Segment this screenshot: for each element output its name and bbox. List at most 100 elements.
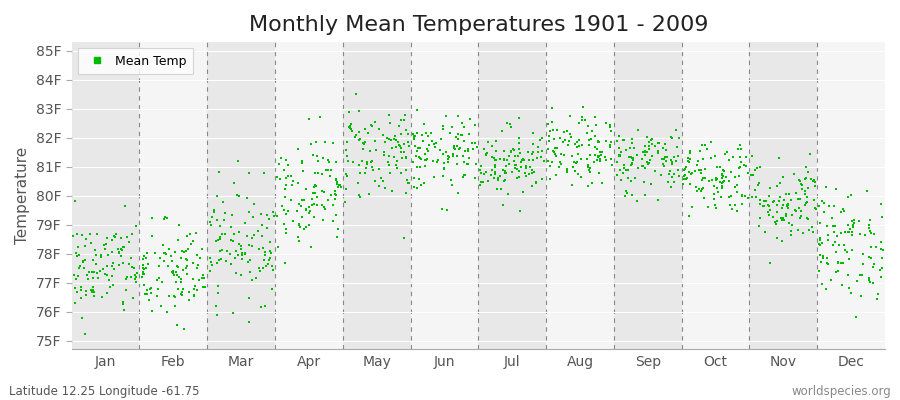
Point bbox=[557, 137, 572, 143]
Point bbox=[281, 208, 295, 214]
Point bbox=[790, 226, 805, 233]
Point bbox=[148, 250, 162, 257]
Point bbox=[564, 153, 579, 159]
Point bbox=[826, 242, 841, 249]
Point bbox=[661, 179, 675, 185]
Point bbox=[525, 167, 539, 173]
Point bbox=[434, 136, 448, 142]
Point bbox=[140, 250, 154, 256]
Point bbox=[330, 178, 345, 185]
Point bbox=[378, 185, 392, 191]
Bar bbox=[275, 42, 343, 350]
Point bbox=[77, 330, 92, 337]
Point bbox=[411, 154, 426, 160]
Point bbox=[842, 256, 857, 262]
Bar bbox=[546, 42, 614, 350]
Point bbox=[837, 208, 851, 214]
Point bbox=[266, 267, 280, 274]
Point bbox=[695, 176, 709, 183]
Point bbox=[451, 113, 465, 119]
Point bbox=[845, 229, 859, 236]
Point bbox=[302, 204, 316, 210]
Point bbox=[292, 222, 306, 228]
Point bbox=[757, 198, 771, 204]
Point bbox=[79, 292, 94, 298]
Point bbox=[659, 146, 673, 153]
Point bbox=[682, 169, 697, 176]
Point bbox=[266, 208, 281, 215]
Point bbox=[808, 204, 823, 211]
Point bbox=[644, 137, 658, 144]
Point bbox=[366, 166, 381, 173]
Point bbox=[252, 246, 266, 252]
Bar bbox=[750, 42, 817, 350]
Point bbox=[436, 126, 451, 132]
Point bbox=[162, 292, 176, 299]
Point bbox=[368, 138, 382, 144]
Point bbox=[642, 146, 656, 152]
Point bbox=[75, 315, 89, 321]
Point bbox=[119, 276, 133, 282]
Point bbox=[174, 276, 188, 283]
Point bbox=[744, 172, 759, 178]
Point bbox=[692, 148, 706, 154]
Point bbox=[781, 204, 796, 211]
Point bbox=[304, 141, 319, 147]
Point bbox=[770, 209, 785, 215]
Point bbox=[391, 164, 405, 171]
Point bbox=[544, 159, 559, 165]
Point bbox=[436, 150, 450, 157]
Point bbox=[733, 164, 747, 170]
Point bbox=[481, 178, 495, 184]
Point bbox=[829, 269, 843, 275]
Point bbox=[609, 172, 624, 178]
Point bbox=[103, 284, 117, 290]
Point bbox=[394, 117, 409, 123]
Point bbox=[328, 196, 342, 203]
Point bbox=[732, 146, 746, 152]
Point bbox=[612, 153, 626, 160]
Point bbox=[457, 172, 472, 178]
Point bbox=[407, 135, 421, 141]
Bar bbox=[140, 42, 207, 350]
Point bbox=[382, 136, 396, 142]
Point bbox=[655, 156, 670, 162]
Point bbox=[355, 158, 369, 165]
Point bbox=[739, 163, 753, 169]
Point bbox=[309, 138, 323, 145]
Point bbox=[184, 241, 198, 247]
Point bbox=[242, 242, 256, 248]
Point bbox=[266, 212, 281, 219]
Bar bbox=[410, 42, 479, 350]
Point bbox=[94, 252, 108, 258]
Point bbox=[813, 237, 827, 243]
Point bbox=[802, 227, 816, 234]
Point bbox=[346, 158, 360, 165]
Bar bbox=[614, 42, 681, 350]
Point bbox=[800, 199, 814, 205]
Point bbox=[790, 195, 805, 202]
Point bbox=[140, 287, 155, 294]
Point bbox=[407, 175, 421, 182]
Point bbox=[840, 249, 854, 255]
Point bbox=[862, 278, 877, 285]
Point bbox=[230, 252, 245, 258]
Point bbox=[774, 214, 788, 221]
Point bbox=[812, 203, 826, 209]
Point bbox=[87, 293, 102, 299]
Point bbox=[670, 153, 685, 160]
Point bbox=[497, 178, 511, 184]
Point bbox=[400, 177, 415, 183]
Point bbox=[279, 156, 293, 163]
Point bbox=[611, 152, 625, 158]
Point bbox=[724, 169, 739, 176]
Point bbox=[472, 167, 487, 174]
Point bbox=[198, 284, 212, 290]
Point bbox=[90, 230, 104, 237]
Point bbox=[68, 271, 82, 278]
Point bbox=[115, 299, 130, 305]
Point bbox=[557, 129, 572, 135]
Point bbox=[139, 291, 153, 297]
Point bbox=[757, 229, 771, 235]
Point bbox=[680, 158, 695, 164]
